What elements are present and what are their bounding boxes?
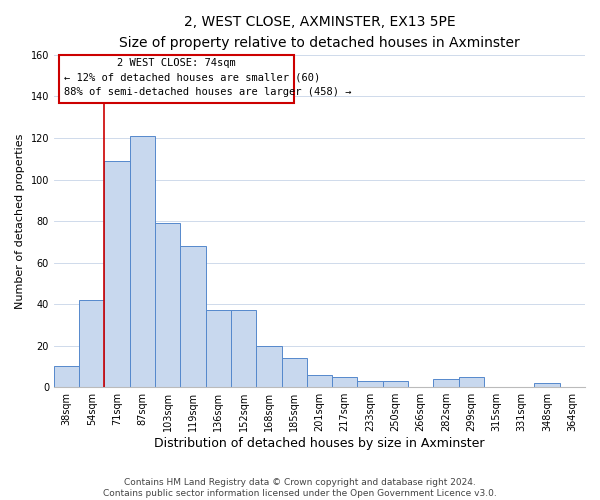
Y-axis label: Number of detached properties: Number of detached properties	[15, 134, 25, 309]
Bar	[383, 381, 408, 387]
Bar	[231, 310, 256, 387]
X-axis label: Distribution of detached houses by size in Axminster: Distribution of detached houses by size …	[154, 437, 485, 450]
Text: 2 WEST CLOSE: 74sqm: 2 WEST CLOSE: 74sqm	[117, 58, 236, 68]
Text: 88% of semi-detached houses are larger (458) →: 88% of semi-detached houses are larger (…	[64, 87, 352, 97]
Bar	[104, 161, 130, 387]
Bar	[256, 346, 281, 387]
Text: Contains HM Land Registry data © Crown copyright and database right 2024.
Contai: Contains HM Land Registry data © Crown c…	[103, 478, 497, 498]
Bar	[535, 383, 560, 387]
Bar	[358, 381, 383, 387]
Bar	[307, 374, 332, 387]
Bar	[155, 223, 181, 387]
Bar	[181, 246, 206, 387]
Bar	[130, 136, 155, 387]
Bar	[281, 358, 307, 387]
Bar	[59, 55, 294, 102]
Bar	[433, 379, 458, 387]
Bar	[458, 377, 484, 387]
Bar	[206, 310, 231, 387]
Title: 2, WEST CLOSE, AXMINSTER, EX13 5PE
Size of property relative to detached houses : 2, WEST CLOSE, AXMINSTER, EX13 5PE Size …	[119, 15, 520, 50]
Bar	[332, 377, 358, 387]
Bar	[54, 366, 79, 387]
Text: ← 12% of detached houses are smaller (60): ← 12% of detached houses are smaller (60…	[64, 72, 320, 83]
Bar	[79, 300, 104, 387]
